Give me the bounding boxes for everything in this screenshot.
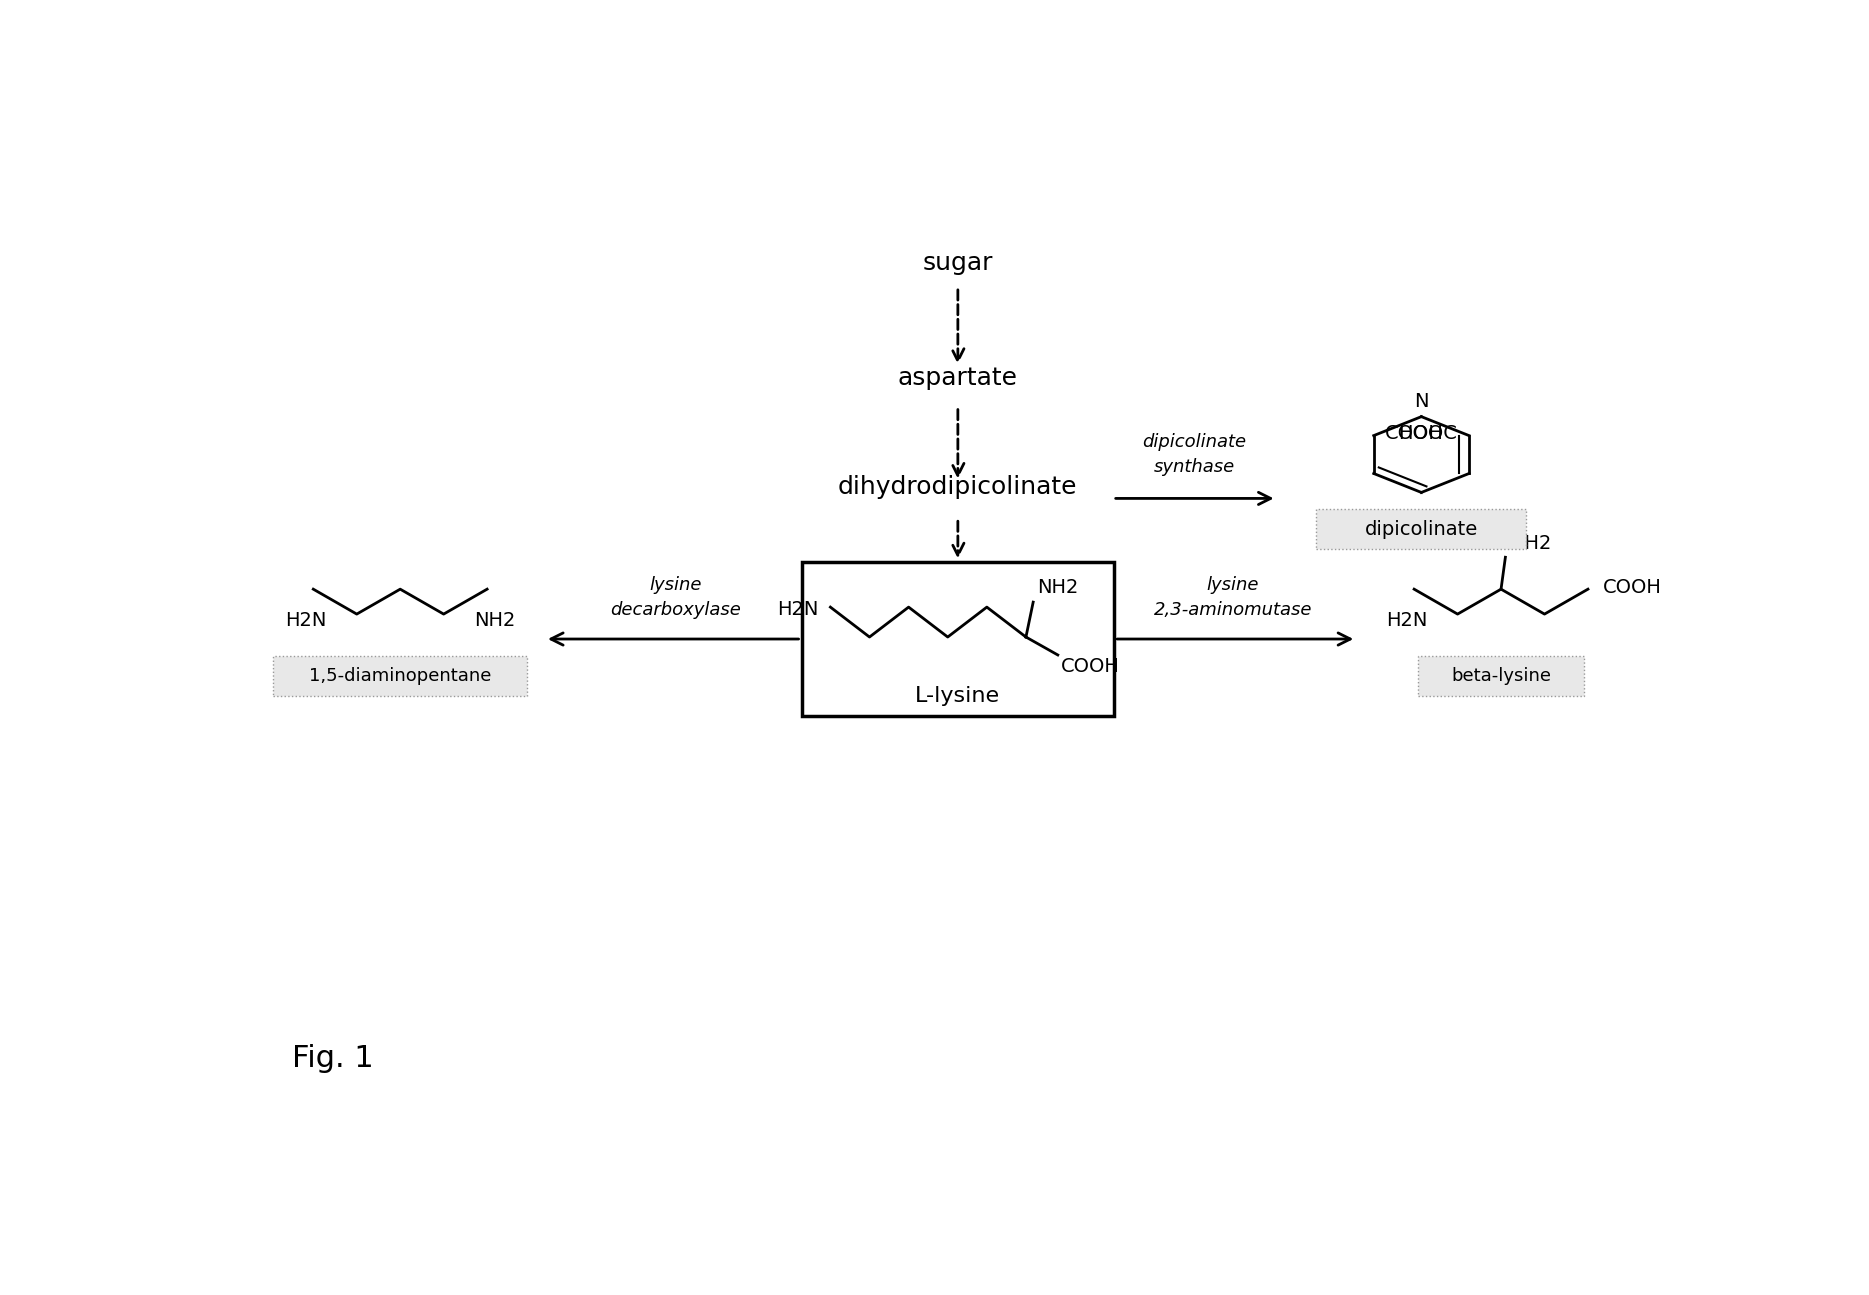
Bar xyxy=(273,657,527,695)
Text: 1,5-diaminopentane: 1,5-diaminopentane xyxy=(308,667,492,685)
Text: Fig. 1: Fig. 1 xyxy=(292,1044,374,1072)
Text: NH2: NH2 xyxy=(1510,535,1551,553)
Text: HOOC: HOOC xyxy=(1398,423,1458,443)
Text: dihydrodipicolinate: dihydrodipicolinate xyxy=(837,475,1078,500)
Bar xyxy=(1419,657,1585,695)
Text: H2N: H2N xyxy=(778,600,819,619)
Text: beta-lysine: beta-lysine xyxy=(1450,667,1551,685)
Text: NH2: NH2 xyxy=(1037,578,1078,597)
Text: lysine
2,3-aminomutase: lysine 2,3-aminomutase xyxy=(1153,576,1312,619)
Text: N: N xyxy=(1415,391,1428,411)
Bar xyxy=(1316,509,1527,549)
Text: NH2: NH2 xyxy=(473,611,516,631)
Text: COOH: COOH xyxy=(1385,423,1445,443)
Text: dipicolinate: dipicolinate xyxy=(1364,519,1478,539)
Text: aspartate: aspartate xyxy=(897,365,1019,390)
Text: L-lysine: L-lysine xyxy=(916,686,1000,706)
Text: lysine
decarboxylase: lysine decarboxylase xyxy=(609,576,740,619)
Bar xyxy=(802,562,1114,716)
Text: dipicolinate
synthase: dipicolinate synthase xyxy=(1142,434,1247,477)
Text: sugar: sugar xyxy=(923,251,992,275)
Text: H2N: H2N xyxy=(286,611,327,631)
Text: COOH: COOH xyxy=(1062,657,1120,676)
Text: COOH: COOH xyxy=(1602,578,1662,597)
Text: H2N: H2N xyxy=(1387,611,1428,631)
